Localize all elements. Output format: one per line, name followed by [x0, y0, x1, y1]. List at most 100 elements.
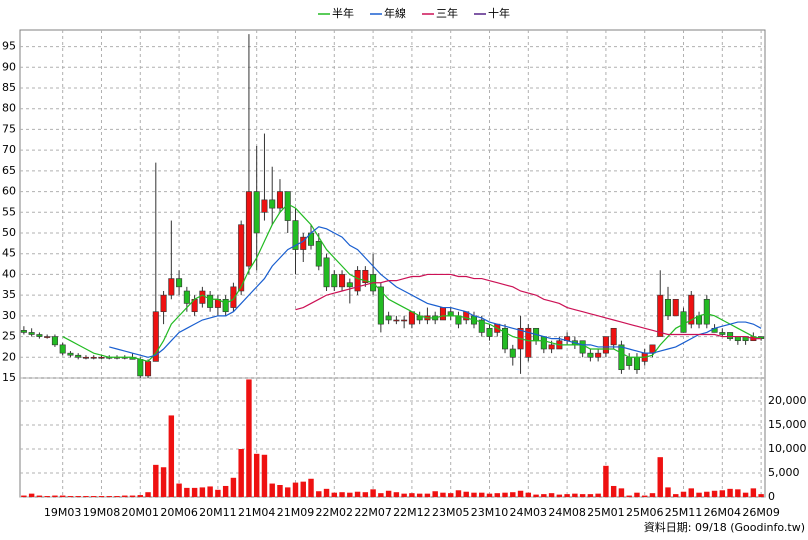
volume-bar	[603, 465, 609, 497]
candle-body	[579, 340, 586, 354]
candle-body	[82, 356, 89, 359]
candle-body	[393, 319, 400, 322]
candle-body	[664, 298, 672, 317]
candle-body	[587, 352, 594, 358]
volume-bar	[378, 493, 384, 497]
y-tick-label: 95	[2, 40, 16, 53]
candle-body	[633, 356, 640, 371]
candle-body	[478, 319, 485, 333]
volume-bar	[471, 492, 477, 497]
y-tick-label: 20	[2, 350, 16, 363]
candle-body	[595, 352, 602, 358]
legend-label: 年線	[384, 6, 406, 20]
volume-bar	[742, 492, 749, 497]
volume-bar	[564, 494, 570, 497]
volume-bar	[758, 494, 764, 497]
volume-bar	[610, 485, 617, 497]
y-tick-label: 65	[2, 164, 16, 177]
candle-body	[315, 240, 322, 267]
y-tick-label: 85	[2, 81, 16, 94]
x-tick-label: 22M07	[354, 506, 392, 519]
candle-body	[323, 257, 330, 288]
volume-bar	[215, 489, 221, 497]
candle-body	[354, 269, 361, 292]
volume-bar	[83, 496, 89, 497]
volume-bar	[510, 492, 516, 497]
volume-bar	[517, 490, 524, 497]
candle-body	[276, 191, 283, 209]
volume-bar	[370, 489, 376, 497]
candle-body	[719, 332, 726, 335]
x-tick-label: 24M03	[510, 506, 548, 519]
volume-bar	[626, 495, 632, 497]
volume-bar	[641, 495, 648, 497]
volume-bar	[52, 495, 58, 497]
x-tick-label: 20M11	[199, 506, 237, 519]
candle-body	[207, 294, 214, 308]
volume-bar	[548, 493, 555, 497]
volume-bar	[486, 493, 493, 497]
y-tick-label: 75	[2, 122, 16, 135]
x-tick-label: 19M08	[83, 506, 121, 519]
candle-body	[602, 336, 609, 354]
volume-bar	[36, 495, 43, 497]
volume-bar	[541, 494, 547, 497]
volume-bar	[385, 490, 392, 497]
x-tick-label: 25M11	[665, 506, 703, 519]
volume-bar	[750, 488, 757, 497]
y-tick-label: 50	[2, 226, 16, 239]
volume-bar	[525, 492, 532, 497]
volume-bar	[424, 493, 431, 497]
volume-bar	[447, 493, 454, 497]
volume-bar	[579, 494, 586, 497]
x-tick-label: 26M09	[742, 506, 780, 519]
volume-bar	[673, 494, 679, 497]
x-tick-label: 22M12	[393, 506, 431, 519]
candle-body	[672, 298, 679, 317]
candle-body	[331, 274, 338, 288]
volume-bar	[153, 464, 159, 497]
volume-bar	[393, 492, 400, 497]
volume-bar	[362, 492, 369, 497]
candle-body	[734, 336, 741, 342]
candle-body	[28, 332, 35, 335]
volume-bar	[21, 495, 27, 497]
volume-bar	[44, 496, 50, 497]
candle-body	[339, 274, 346, 288]
legend-label: 三年	[436, 6, 458, 20]
candle-body	[245, 191, 252, 267]
x-tick-label: 21M09	[277, 506, 315, 519]
ma-line	[109, 226, 762, 358]
y-tick-label: 80	[2, 102, 16, 115]
y-tick-label: 35	[2, 288, 16, 301]
legend-label: 半年	[332, 6, 354, 20]
candle-body	[152, 311, 159, 362]
volume-bar	[440, 492, 446, 497]
candle-body	[377, 286, 384, 325]
candle-body	[137, 359, 144, 377]
volume-bar	[137, 495, 144, 497]
volume-bar	[230, 477, 237, 497]
volume-bar	[114, 496, 120, 497]
volume-bar	[98, 496, 105, 497]
volume-bar	[354, 491, 361, 497]
candle-body	[703, 298, 710, 325]
volume-bar	[129, 495, 136, 497]
volume-bar	[145, 492, 151, 497]
volume-bar	[649, 493, 656, 497]
volume-bar	[688, 488, 694, 497]
x-tick-label: 21M04	[238, 506, 276, 519]
volume-bar	[704, 491, 710, 497]
candle-body	[346, 282, 353, 288]
candle-body	[502, 327, 509, 350]
volume-bar	[502, 492, 508, 497]
volume-bar	[168, 415, 175, 497]
x-tick-label: 23M05	[432, 506, 470, 519]
volume-bar	[261, 454, 268, 497]
volume-bar	[696, 492, 702, 497]
candle-body	[51, 336, 58, 346]
volume-bar	[106, 496, 112, 497]
volume-bar	[595, 493, 601, 497]
volume-bar	[323, 488, 330, 497]
